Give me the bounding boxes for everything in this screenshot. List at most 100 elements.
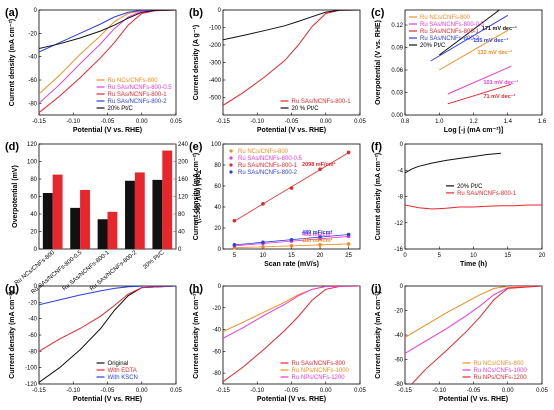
- x-tick-label: -0.15: [216, 388, 230, 394]
- chart-panel: (d) 0 20 40 60 80 100 120 0 40 80 120 160 200 240 Overp…: [5, 141, 201, 296]
- x-tick-label: 0.05: [170, 119, 182, 125]
- panel-label: (d): [5, 141, 19, 153]
- legend-label: Ru NPs/NCNFs-1000: [292, 368, 350, 374]
- y-tick-label: -100: [25, 366, 38, 372]
- panel-label: (i): [371, 283, 382, 295]
- series-line: [39, 10, 176, 104]
- y-tick-label: 20: [30, 230, 37, 236]
- x-tick-label: -0.05: [101, 119, 115, 125]
- series-line: [405, 204, 542, 210]
- x-axis-label: Potential (V vs. RHE): [257, 396, 326, 403]
- legend-label: Ru SAs/NCNFs-800-0.5: [108, 85, 173, 91]
- series-annotation: 180 mF/cm²: [302, 237, 332, 244]
- x-tick-label: -0.10: [66, 388, 80, 394]
- series-line: [430, 14, 509, 62]
- y-axis-label: Overpotential (mV): [12, 165, 19, 228]
- y-tick-label: -80: [28, 349, 37, 355]
- legend-label: Ru SAs/NCNFs-800-2: [420, 36, 480, 42]
- series-line: [223, 10, 360, 106]
- fit-line: [234, 234, 349, 246]
- x-tick-label: 0.00: [320, 119, 332, 125]
- chart-panel: (c) 0.8 1.0 1.2 1.4 1.6 0.00 0.03 0.06 0.09 0.12 Lo…: [371, 7, 547, 134]
- legend-label: 20% Pt/C: [108, 106, 134, 112]
- legend-label: 20% Pt/C: [457, 184, 483, 190]
- panel-label: (b): [189, 7, 203, 19]
- series-line: [39, 286, 176, 306]
- y-tick-label: 0.03: [391, 91, 403, 97]
- legend-label: 20% Pt/C: [420, 43, 446, 49]
- y-axis-label: Current density (mA cm⁻²): [375, 153, 382, 240]
- legend-marker: [229, 156, 233, 160]
- x-tick-label: 0.05: [536, 388, 548, 394]
- x-tick-label: 5: [233, 253, 237, 259]
- y-tick-label: -100: [209, 26, 222, 32]
- x-tick-label: 1.4: [504, 119, 513, 125]
- x-tick-label: -0.10: [250, 119, 264, 125]
- chart-panel: (h) -0.15 -0.10 -0.05 0.00 0.05 0 -20 -40 -60 -80 P…: [189, 283, 366, 403]
- series-line: [405, 152, 501, 174]
- x-axis-label: Potential (V vs. RHE): [257, 127, 326, 134]
- y-tick-label: 40: [30, 212, 37, 218]
- y-tick-label: 60: [214, 184, 221, 190]
- y-tick-label: 100: [211, 142, 222, 148]
- legend-label: Ru SAs/NCNFs-800-1: [108, 92, 168, 98]
- legend-label: Original: [108, 361, 129, 367]
- x-tick-label: 15: [288, 253, 295, 259]
- panel-label: (e): [189, 141, 203, 153]
- y-tick-label: -8: [398, 195, 404, 201]
- legend-label: Ru SAs/NCNFs-800-0.5: [238, 156, 303, 162]
- x-tick-label: 10: [260, 253, 267, 259]
- y-tick-label-right: 80: [178, 212, 185, 218]
- x-tick-label: 1.6: [538, 119, 547, 125]
- y-axis-label: Current density (A g⁻¹): [193, 25, 200, 100]
- legend-label: Ru NCs/CNFs-800: [238, 149, 289, 155]
- x-tick-label: 1.0: [435, 119, 444, 125]
- x-tick-label: -0.15: [32, 388, 46, 394]
- y-tick-label: 0: [218, 8, 222, 14]
- y-tick-label: -200: [209, 43, 222, 49]
- category-label: Ru SAs/NCNFs-800-0.5: [30, 250, 83, 296]
- legend-label: Ru SAs/NCNFs-800-0.5: [420, 22, 485, 28]
- legend-label: Ru NCs/CNFs-1000: [474, 368, 528, 374]
- x-axis-label: Scan rate (mV/s): [264, 261, 319, 268]
- y-tick-label: 40: [214, 205, 221, 211]
- y-tick-label: -300: [209, 61, 222, 67]
- y-tick-label-right: 40: [178, 230, 185, 236]
- y-tick-label: -80: [394, 382, 403, 388]
- chart-panel: (f) 0 5 10 15 20 0 -4 -8 -12 -16 Time (h) Current de…: [371, 141, 546, 268]
- x-axis-label: Potential (V vs. RHE): [73, 127, 142, 134]
- legend-label: Ru SAs/NCNFs-800-1: [420, 29, 480, 35]
- x-tick-label: 1.2: [469, 119, 478, 125]
- legend-label: Ru SAs/NCNFs-800-2: [238, 170, 298, 176]
- x-axis-label: Potential (V vs. RHE): [439, 396, 508, 403]
- y-tick-label: 0: [34, 247, 38, 253]
- panel-label: (a): [5, 7, 19, 19]
- y-tick-label: -12: [394, 221, 403, 227]
- bar-overpotential: [152, 179, 163, 249]
- y-tick-label: -80: [28, 101, 37, 107]
- x-tick-label: -0.15: [398, 388, 412, 394]
- legend-label: 20 % Pt/C: [292, 106, 320, 112]
- bar-tafel: [52, 174, 63, 249]
- y-tick-label: -120: [25, 382, 38, 388]
- series-line: [447, 83, 512, 105]
- y-tick-label: -20: [212, 306, 221, 312]
- x-axis-label: Time (h): [460, 261, 487, 268]
- series-line: [405, 286, 542, 354]
- legend-label: Ru SAs/NCNFs-800-1: [238, 163, 298, 169]
- bar-overpotential: [97, 219, 108, 249]
- data-point: [346, 232, 351, 237]
- y-tick-label: 80: [30, 177, 37, 183]
- y-tick-label: 100: [27, 160, 38, 166]
- x-tick-label: -0.15: [216, 119, 230, 125]
- series-annotation: 101 mV dec⁻¹: [483, 79, 518, 86]
- y-axis-label: Current density (mA cm⁻²): [193, 291, 200, 378]
- legend-label: With EDTA: [108, 368, 137, 374]
- panel-label: (f): [371, 141, 382, 153]
- series-line: [439, 10, 501, 56]
- y-axis-label: Current density (mA cm⁻²): [375, 291, 382, 378]
- y-tick-label-right: 200: [178, 160, 189, 166]
- x-tick-label: 20: [317, 253, 324, 259]
- legend-label: Ru SAs/NCNFs-800-1: [292, 99, 352, 105]
- y-tick-label: 80: [214, 163, 221, 169]
